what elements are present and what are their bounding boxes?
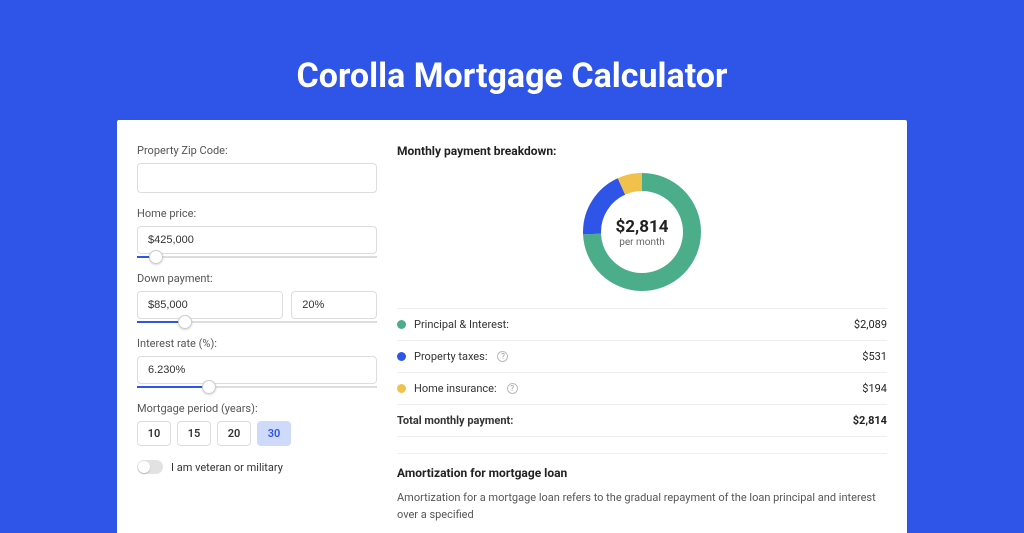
calculator-card: Property Zip Code: Home price: Down paym…: [117, 120, 907, 533]
home-price-group: Home price:: [137, 207, 377, 258]
period-label: Mortgage period (years):: [137, 402, 377, 415]
legend-total-value: $2,814: [853, 414, 887, 427]
period-options: 10152030: [137, 421, 377, 446]
period-option-10[interactable]: 10: [137, 421, 171, 446]
home-price-slider-thumb[interactable]: [149, 250, 163, 264]
interest-rate-group: Interest rate (%):: [137, 337, 377, 388]
down-payment-slider-thumb[interactable]: [178, 315, 192, 329]
breakdown-panel: Monthly payment breakdown: $2,814 per mo…: [397, 144, 887, 523]
info-icon[interactable]: ?: [507, 383, 518, 394]
veteran-row: I am veteran or military: [137, 460, 377, 474]
legend-value: $194: [862, 382, 887, 395]
zip-group: Property Zip Code:: [137, 144, 377, 193]
period-option-20[interactable]: 20: [217, 421, 251, 446]
zip-input[interactable]: [137, 163, 377, 193]
home-price-slider[interactable]: [137, 256, 377, 258]
legend: Principal & Interest: $2,089 Property taxe…: [397, 308, 887, 437]
veteran-label: I am veteran or military: [171, 461, 283, 474]
down-payment-input[interactable]: [137, 291, 283, 319]
home-price-label: Home price:: [137, 207, 377, 220]
legend-row-1: Property taxes:? $531: [397, 341, 887, 373]
amortization-section: Amortization for mortgage loan Amortizat…: [397, 453, 887, 523]
form-panel: Property Zip Code: Home price: Down paym…: [137, 144, 377, 523]
period-option-15[interactable]: 15: [177, 421, 211, 446]
legend-row-0: Principal & Interest: $2,089: [397, 309, 887, 341]
legend-value: $2,089: [854, 318, 887, 331]
donut-sub: per month: [619, 237, 665, 248]
legend-dot: [397, 352, 406, 361]
home-price-input[interactable]: [137, 226, 377, 254]
down-payment-pct-input[interactable]: [291, 291, 377, 319]
legend-total-label: Total monthly payment:: [397, 414, 513, 427]
legend-total-row: Total monthly payment: $2,814: [397, 405, 887, 437]
breakdown-title: Monthly payment breakdown:: [397, 144, 887, 158]
donut-wrap: $2,814 per month: [397, 166, 887, 308]
down-payment-slider[interactable]: [137, 321, 377, 323]
down-payment-group: Down payment:: [137, 272, 377, 323]
amortization-body: Amortization for a mortgage loan refers …: [397, 490, 887, 523]
legend-label: Property taxes:: [414, 350, 487, 363]
amortization-title: Amortization for mortgage loan: [397, 466, 887, 480]
legend-dot: [397, 320, 406, 329]
donut-chart: $2,814 per month: [578, 168, 706, 296]
interest-rate-label: Interest rate (%):: [137, 337, 377, 350]
legend-dot: [397, 384, 406, 393]
legend-value: $531: [862, 350, 887, 363]
donut-center: $2,814 per month: [578, 168, 706, 296]
info-icon[interactable]: ?: [497, 351, 508, 362]
interest-rate-slider-fill: [137, 386, 209, 388]
donut-amount: $2,814: [616, 217, 669, 237]
page-title: Corolla Mortgage Calculator: [297, 56, 728, 96]
page-root: Corolla Mortgage Calculator Property Zip…: [0, 0, 1024, 512]
interest-rate-slider-thumb[interactable]: [202, 380, 216, 394]
veteran-toggle-knob: [138, 461, 150, 473]
legend-label: Home insurance:: [414, 382, 497, 395]
period-group: Mortgage period (years): 10152030: [137, 402, 377, 446]
legend-row-2: Home insurance:? $194: [397, 373, 887, 405]
interest-rate-slider[interactable]: [137, 386, 377, 388]
period-option-30[interactable]: 30: [257, 421, 291, 446]
interest-rate-input[interactable]: [137, 356, 377, 384]
legend-label: Principal & Interest:: [414, 318, 509, 331]
veteran-toggle[interactable]: [137, 460, 163, 474]
zip-label: Property Zip Code:: [137, 144, 377, 157]
down-payment-label: Down payment:: [137, 272, 377, 285]
